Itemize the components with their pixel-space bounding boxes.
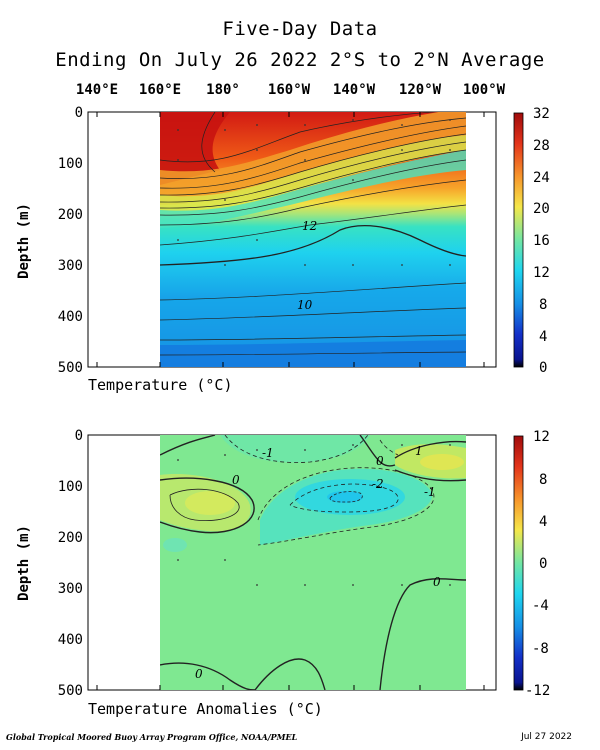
top-cb-24: 24 xyxy=(533,170,550,186)
bottom-xlabel: Temperature Anomalies (°C) xyxy=(88,700,323,718)
lon-label-160w: 160°W xyxy=(267,82,311,98)
bottom-contour-label-0-right: 0 xyxy=(376,454,384,468)
bottom-cb-neg8: -8 xyxy=(532,641,549,657)
lon-label-160e: 160°E xyxy=(138,82,182,98)
top-ytick-300: 300 xyxy=(58,258,83,274)
chart-title: Five-Day Data xyxy=(222,18,378,40)
top-ytick-200: 200 xyxy=(58,207,83,223)
top-cb-16: 16 xyxy=(533,233,550,249)
top-cb-0: 0 xyxy=(539,360,547,376)
top-ytick-0: 0 xyxy=(75,105,83,121)
bottom-contour-label-1: 1 xyxy=(415,444,423,458)
bottom-contour-label-neg1-top: -1 xyxy=(262,446,274,460)
bottom-cb-neg12: -12 xyxy=(525,683,550,699)
chart-subtitle: Ending On July 26 2022 2°S to 2°N Averag… xyxy=(55,49,545,71)
bottom-cb-4: 4 xyxy=(539,514,547,530)
top-panel: 12 10 0 100 200 300 400 500 32 28 24 20 … xyxy=(58,105,550,376)
bottom-cb-0: 0 xyxy=(539,556,547,572)
top-cb-4: 4 xyxy=(539,329,547,345)
bottom-contour-label-0-deep: 0 xyxy=(433,575,441,589)
top-cb-20: 20 xyxy=(533,201,550,217)
bottom-contour-label-neg1: -1 xyxy=(424,485,436,499)
top-contour-label-10: 10 xyxy=(297,298,313,312)
footer-date: Jul 27 2022 xyxy=(521,732,572,742)
bottom-field: -1 0 0 1 -2 -1 0 0 xyxy=(160,435,466,690)
bottom-ytick-0: 0 xyxy=(75,428,83,444)
bottom-ytick-100: 100 xyxy=(58,479,83,495)
top-field: 12 10 xyxy=(160,112,466,367)
top-ytick-100: 100 xyxy=(58,156,83,172)
top-colorbar-ticks: 32 28 24 20 16 12 8 4 0 xyxy=(533,106,550,376)
bottom-ytick-200: 200 xyxy=(58,530,83,546)
bottom-ytick-500: 500 xyxy=(58,683,83,699)
top-ytick-400: 400 xyxy=(58,309,83,325)
top-xlabel: Temperature (°C) xyxy=(88,376,233,394)
bottom-colorbar-ticks: 12 8 4 0 -4 -8 -12 xyxy=(525,429,550,699)
bottom-contour-label-0-bottom: 0 xyxy=(195,667,203,681)
x-tick-marks xyxy=(96,112,485,690)
top-contours xyxy=(160,112,466,356)
top-cb-28: 28 xyxy=(533,138,550,154)
top-cb-12: 12 xyxy=(533,265,550,281)
bottom-ytick-300: 300 xyxy=(58,581,83,597)
lon-label-120w: 120°W xyxy=(398,82,442,98)
top-colorbar xyxy=(513,112,524,368)
footer-credit: Global Tropical Moored Buoy Array Progra… xyxy=(6,732,298,742)
bottom-cb-neg4: -4 xyxy=(532,598,549,614)
bottom-panel: -1 0 0 1 -2 -1 0 0 0 100 200 300 400 500… xyxy=(58,428,551,699)
lon-label-140e: 140°E xyxy=(75,82,119,98)
bottom-y-ticks: 0 100 200 300 400 500 xyxy=(58,428,83,699)
lon-label-100w: 100°W xyxy=(462,82,506,98)
lon-label-140w: 140°W xyxy=(332,82,376,98)
top-cb-32: 32 xyxy=(533,106,550,122)
bottom-contour-label-neg2: -2 xyxy=(372,477,384,491)
bottom-contours xyxy=(160,435,466,690)
top-contour-label-12: 12 xyxy=(302,219,317,233)
top-ytick-500: 500 xyxy=(58,360,83,376)
bottom-ytick-400: 400 xyxy=(58,632,83,648)
bottom-stations xyxy=(177,444,451,586)
bottom-contour-label-0-left: 0 xyxy=(232,473,240,487)
bottom-cb-12: 12 xyxy=(533,429,550,445)
top-y-ticks: 0 100 200 300 400 500 xyxy=(58,105,83,376)
top-stations xyxy=(177,119,451,266)
top-cb-8: 8 xyxy=(539,297,547,313)
bottom-colorbar xyxy=(513,435,524,691)
lon-label-180: 180° xyxy=(206,82,240,98)
bottom-cb-8: 8 xyxy=(539,472,547,488)
